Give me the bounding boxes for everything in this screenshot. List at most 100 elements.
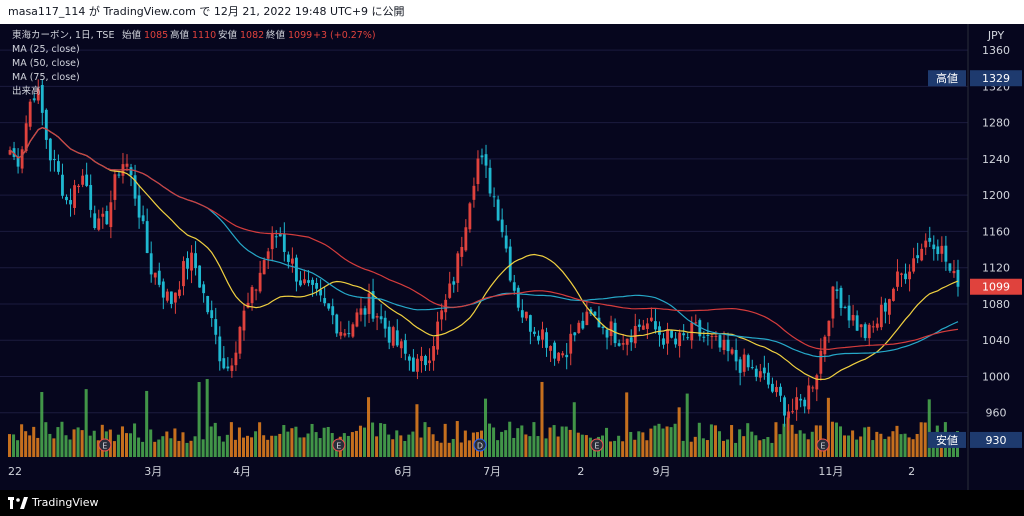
volume-bar bbox=[722, 440, 726, 457]
volume-bar bbox=[241, 437, 245, 457]
last-price-tag-value: 1099 bbox=[982, 281, 1010, 294]
x-tick-label: 7月 bbox=[483, 465, 501, 478]
volume-bar bbox=[516, 428, 520, 457]
volume-bar bbox=[209, 426, 213, 457]
candle-body bbox=[928, 237, 932, 242]
candle-body bbox=[315, 283, 319, 289]
candle-body bbox=[399, 341, 403, 349]
candle-body bbox=[347, 333, 351, 335]
candle-body bbox=[295, 257, 298, 282]
candle-body bbox=[537, 335, 540, 341]
volume-bar bbox=[326, 426, 330, 457]
y-tick-label: 1120 bbox=[982, 262, 1010, 275]
candle-body bbox=[940, 245, 944, 254]
candle-body bbox=[585, 311, 589, 326]
volume-bar bbox=[12, 434, 16, 457]
candle-body bbox=[226, 366, 230, 369]
volume-bar bbox=[185, 442, 189, 457]
candle-body bbox=[855, 315, 859, 331]
candle-body bbox=[706, 334, 710, 336]
volume-bar bbox=[282, 425, 286, 457]
volume-bar bbox=[435, 440, 439, 457]
volume-bar bbox=[145, 390, 149, 457]
candle-body bbox=[807, 385, 811, 410]
candle-body bbox=[307, 280, 310, 283]
volume-bar bbox=[649, 428, 653, 457]
candle-body bbox=[738, 359, 742, 373]
candle-body bbox=[533, 331, 536, 334]
volume-bar bbox=[568, 429, 572, 457]
ma75-line bbox=[9, 127, 959, 351]
candle-body bbox=[553, 342, 557, 359]
candle-body bbox=[883, 302, 887, 312]
candle-body bbox=[28, 101, 32, 127]
candle-body bbox=[847, 305, 851, 321]
volume-bar bbox=[250, 437, 254, 457]
candle-body bbox=[863, 324, 867, 339]
candle-body bbox=[702, 336, 706, 338]
candle-body bbox=[718, 335, 722, 348]
volume-bar bbox=[463, 430, 467, 457]
volume-bar bbox=[149, 429, 153, 457]
candle-body bbox=[609, 321, 613, 337]
high-tag: 高値 1329 bbox=[928, 70, 1022, 87]
event-marker-label: E bbox=[820, 442, 825, 451]
candle-body bbox=[81, 175, 85, 185]
candle-body bbox=[182, 261, 185, 287]
candle-body bbox=[77, 185, 81, 188]
candle-body bbox=[690, 322, 694, 341]
candle-body bbox=[625, 338, 629, 345]
volume-bar bbox=[40, 392, 44, 457]
candle-body bbox=[835, 289, 839, 291]
volume-bar bbox=[770, 442, 774, 457]
volume-bar bbox=[302, 437, 306, 457]
candle-body bbox=[492, 196, 496, 198]
candle-body bbox=[416, 358, 419, 372]
candle-body bbox=[32, 98, 36, 101]
candle-body bbox=[791, 411, 795, 413]
candle-body bbox=[682, 333, 686, 336]
candle-body bbox=[920, 248, 924, 261]
candle-body bbox=[222, 358, 226, 369]
candle-body bbox=[403, 340, 407, 354]
volume-bar bbox=[318, 438, 322, 457]
volume-bar bbox=[887, 436, 891, 457]
chart-frame[interactable]: E E D E E 960 1000 1040 1080 1120 1160 1200 1240 128… bbox=[0, 24, 1024, 490]
x-tick-label: 9月 bbox=[652, 465, 670, 478]
x-tick-label: 11月 bbox=[818, 465, 843, 478]
volume-bar bbox=[665, 426, 669, 457]
volume-bar bbox=[552, 425, 556, 457]
price-chart[interactable]: E E D E E 960 1000 1040 1080 1120 1160 1200 1240 128… bbox=[0, 24, 1024, 490]
volume-bar bbox=[814, 425, 818, 457]
candle-body bbox=[278, 233, 282, 237]
candle-body bbox=[867, 324, 871, 339]
candle-body bbox=[831, 286, 835, 319]
volume-bar bbox=[399, 435, 403, 457]
candle-body bbox=[286, 254, 290, 262]
volume-bar bbox=[605, 427, 609, 457]
volume-bar bbox=[177, 440, 181, 457]
price-tags: 高値 1329 1099 安値 930 bbox=[928, 70, 1022, 448]
legend-low-value: 1082 bbox=[240, 30, 264, 41]
moving-averages bbox=[9, 127, 959, 381]
candle-body bbox=[722, 339, 726, 351]
volume-bar bbox=[919, 422, 923, 457]
x-axis-labels: 22 3月 4月 6月 7月 2 9月 11月 2 bbox=[8, 465, 915, 478]
volume-bar bbox=[572, 402, 576, 457]
volume-bar bbox=[488, 423, 492, 457]
candle-body bbox=[327, 303, 331, 309]
candle-body bbox=[896, 271, 899, 287]
price-axis[interactable] bbox=[968, 24, 1024, 490]
low-tag: 安値 930 bbox=[928, 431, 1022, 448]
candle-body bbox=[20, 149, 24, 169]
candle-body bbox=[633, 325, 637, 344]
candle-body bbox=[641, 325, 645, 330]
volume-bar bbox=[310, 423, 314, 457]
candle-body bbox=[670, 330, 673, 338]
volume-bar bbox=[762, 439, 766, 457]
volume-bar bbox=[427, 427, 431, 457]
candle-body bbox=[375, 316, 379, 318]
volume-bar bbox=[588, 437, 592, 457]
volume-bar bbox=[254, 431, 258, 457]
brand-logo[interactable]: TradingView bbox=[8, 496, 98, 509]
